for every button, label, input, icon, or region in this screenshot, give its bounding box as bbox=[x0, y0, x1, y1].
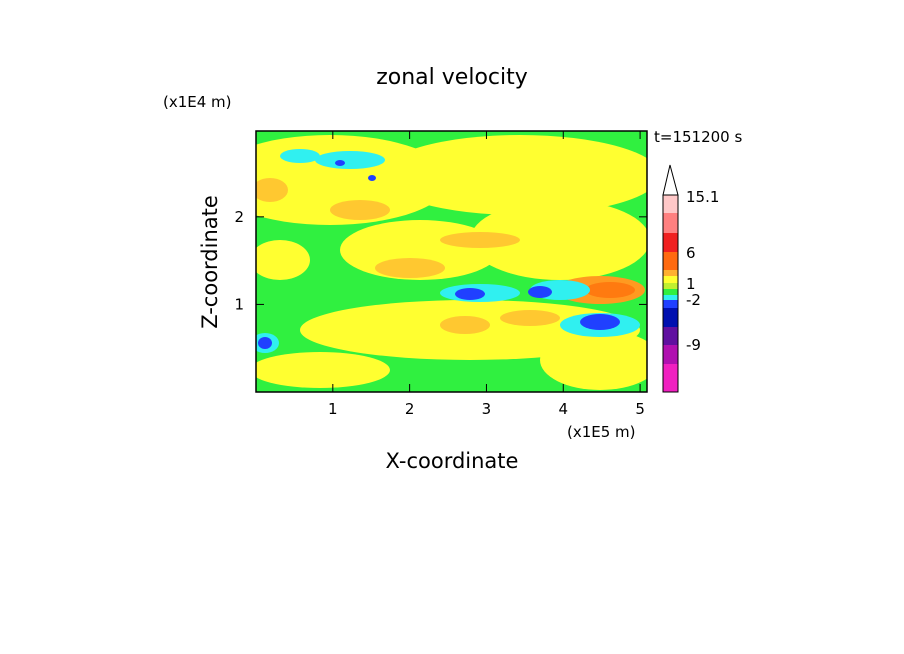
y-unit: (x1E4 m) bbox=[163, 93, 232, 111]
x-tick-label: 1 bbox=[328, 400, 338, 418]
x-tick-label: 4 bbox=[558, 400, 568, 418]
chart-title: zonal velocity bbox=[376, 65, 528, 90]
colorbar: 15.1 6 1 -2 -9 bbox=[662, 164, 719, 393]
x-unit: (x1E5 m) bbox=[567, 423, 636, 441]
x-tick-label: 3 bbox=[482, 400, 492, 418]
x-tick-label: 5 bbox=[635, 400, 645, 418]
colorbar-tick-label: -2 bbox=[686, 291, 701, 309]
plot-frame bbox=[255, 130, 648, 393]
colorbar-tick-label: 1 bbox=[686, 275, 696, 293]
y-tick-label: 1 bbox=[234, 295, 244, 313]
time-label: t=151200 s bbox=[654, 128, 742, 146]
x-tick-label: 2 bbox=[405, 400, 415, 418]
colorbar-tick-label: 15.1 bbox=[686, 188, 719, 206]
colorbar-tick-label: 6 bbox=[686, 244, 696, 262]
contour-field bbox=[256, 131, 647, 392]
x-axis-label: X-coordinate bbox=[386, 449, 519, 473]
colorbar-tick-label: -9 bbox=[686, 336, 701, 354]
y-axis-label: Z-coordinate bbox=[198, 195, 222, 329]
y-tick-label: 2 bbox=[234, 208, 244, 226]
